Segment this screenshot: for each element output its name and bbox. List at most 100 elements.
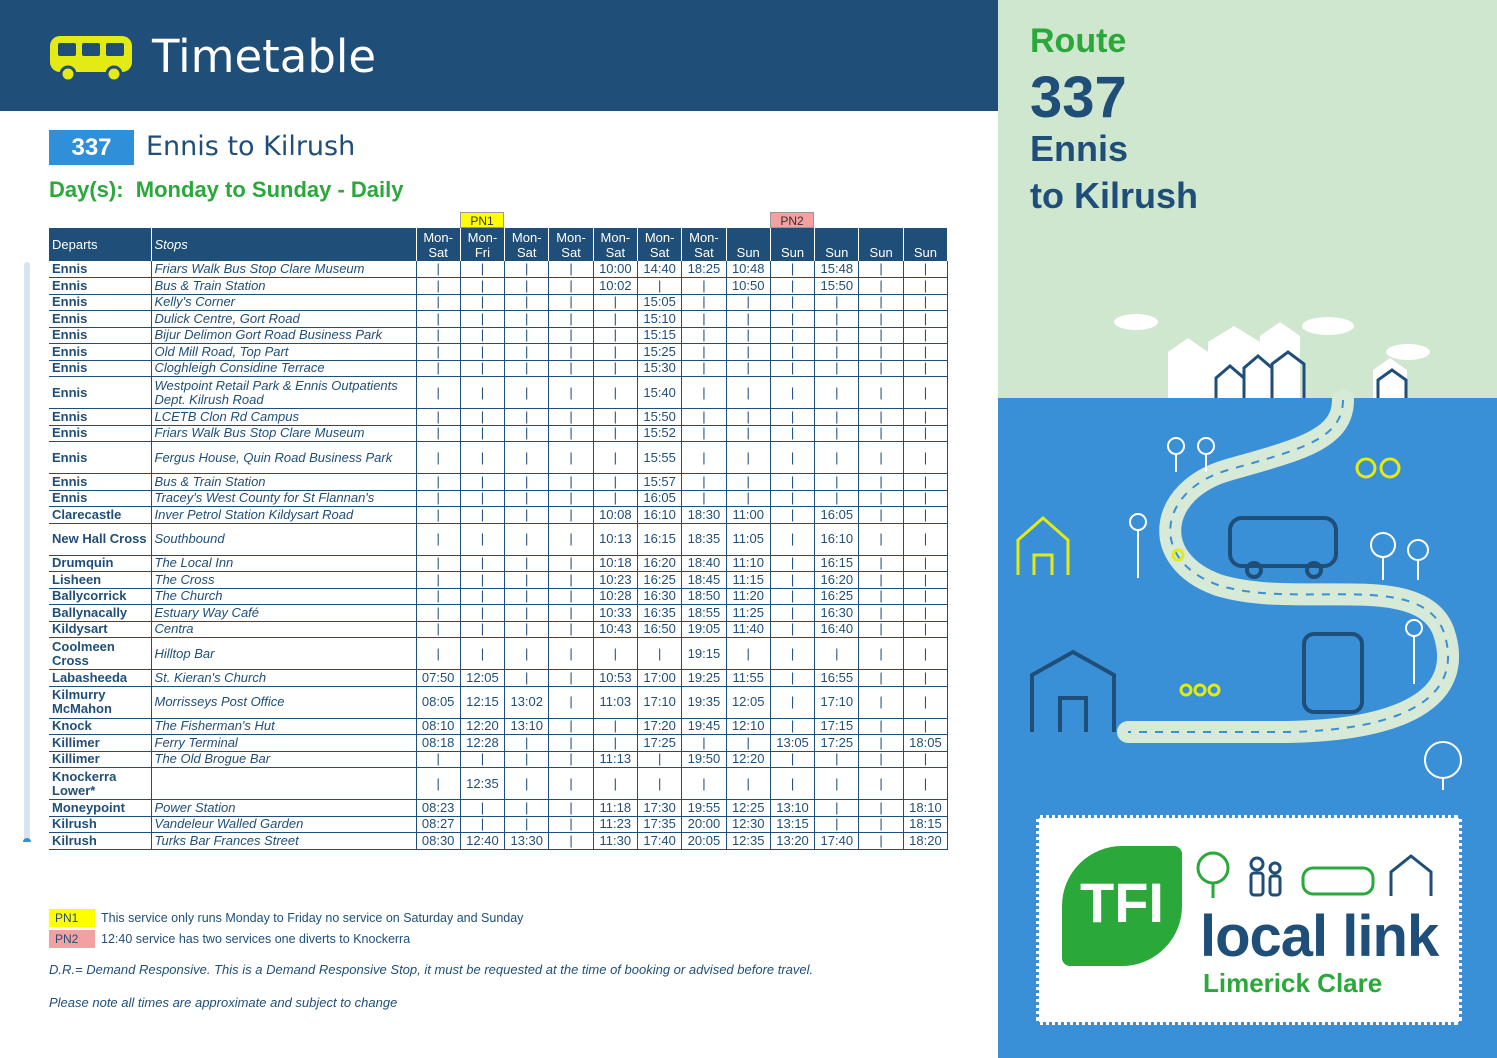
time-cell: | xyxy=(460,555,506,572)
time-cell: | xyxy=(681,767,727,800)
route-illustration xyxy=(1016,314,1462,790)
table-row: Kildysart Centra | | | | 10:43 16:50 19:05 11:40 |… xyxy=(49,621,949,638)
departs-cell: Ennis xyxy=(49,441,152,474)
time-cell: | xyxy=(460,425,506,442)
local-link-region: Limerick Clare xyxy=(1203,968,1383,998)
day-column-header: Sun xyxy=(814,228,860,261)
time-cell: 08:18 xyxy=(416,734,461,752)
table-row: Ballynacally Estuary Way Café | | | | 10:33 16:… xyxy=(49,604,949,622)
time-cell: | xyxy=(637,637,683,670)
departs-cell: Ennis xyxy=(49,327,152,344)
time-cell: 08:05 xyxy=(416,686,461,719)
day-column-header-line2: Sat xyxy=(605,244,626,260)
departs-cell: Kilrush xyxy=(49,832,152,850)
time-cell: | xyxy=(504,294,550,311)
time-cell: | xyxy=(858,408,904,426)
time-cell: 17:10 xyxy=(814,686,860,719)
time-cell: | xyxy=(681,376,727,409)
stop-cell xyxy=(151,767,417,800)
time-cell: | xyxy=(903,669,949,687)
time-cell: 16:40 xyxy=(814,621,860,638)
departs-cell: Moneypoint xyxy=(49,799,152,817)
time-cell: 16:20 xyxy=(637,555,683,572)
time-cell: 16:35 xyxy=(637,604,683,622)
time-cell: | xyxy=(548,327,594,344)
time-cell: 16:50 xyxy=(637,621,683,638)
stop-cell: Westpoint Retail Park & Ennis Outpatient… xyxy=(151,376,417,409)
time-cell: | xyxy=(858,734,904,752)
time-cell: | xyxy=(726,637,771,670)
timetable: Departs Stops Mon- Sat Mon- Fri Mon- Sat Mon- S… xyxy=(49,228,949,850)
time-cell: | xyxy=(726,490,771,507)
time-cell: 13:10 xyxy=(504,718,550,735)
time-cell: | xyxy=(593,637,638,670)
departs-cell: Ennis xyxy=(49,408,152,426)
day-column-header-line1: Mon- xyxy=(556,229,586,245)
time-cell: | xyxy=(504,767,550,800)
time-cell: | xyxy=(726,441,771,474)
stop-cell: The Fisherman's Hut xyxy=(151,718,417,735)
time-cell: 16:55 xyxy=(814,669,860,687)
time-cell: | xyxy=(770,669,816,687)
time-cell: | xyxy=(504,604,550,622)
time-cell: | xyxy=(858,376,904,409)
time-cell: | xyxy=(770,506,816,524)
time-cell: 14:40 xyxy=(637,261,683,278)
time-cell: | xyxy=(770,555,816,572)
time-cell: 08:30 xyxy=(416,832,461,850)
time-cell: | xyxy=(858,832,904,850)
table-row: Ennis LCETB Clon Rd Campus | | | | | 15:50 | | | | |… xyxy=(49,408,949,426)
table-row: Ennis Old Mill Road, Top Part | | | | | 15:25 | |… xyxy=(49,343,949,361)
time-cell: | xyxy=(726,343,771,361)
time-cell: 15:40 xyxy=(637,376,683,409)
time-cell: | xyxy=(858,441,904,474)
time-cell: | xyxy=(548,588,594,605)
time-cell: | xyxy=(903,327,949,344)
time-cell: | xyxy=(548,473,594,491)
time-cell: | xyxy=(504,734,550,752)
route-progress-rail xyxy=(23,262,31,842)
time-cell: | xyxy=(593,310,638,328)
side-route-from: Ennis xyxy=(1030,128,1129,169)
time-cell: | xyxy=(593,441,638,474)
time-cell: | xyxy=(548,718,594,735)
time-cell: 13:30 xyxy=(504,832,550,850)
time-cell: 15:50 xyxy=(637,408,683,426)
time-cell: | xyxy=(858,261,904,278)
time-cell: | xyxy=(681,425,727,442)
time-cell: | xyxy=(416,294,461,311)
time-cell: | xyxy=(770,473,816,491)
time-cell: | xyxy=(504,669,550,687)
time-cell: 16:25 xyxy=(814,588,860,605)
stop-cell: The Local Inn xyxy=(151,555,417,572)
time-cell: | xyxy=(593,473,638,491)
stop-cell: Morrisseys Post Office xyxy=(151,686,417,719)
time-cell: | xyxy=(903,718,949,735)
time-cell: 08:23 xyxy=(416,799,461,817)
stop-cell: Ferry Terminal xyxy=(151,734,417,752)
time-cell: | xyxy=(416,277,461,295)
time-cell: | xyxy=(726,294,771,311)
table-row: Killimer The Old Brogue Bar | | | | 11:13 | 19:5… xyxy=(49,751,949,768)
time-cell: 12:10 xyxy=(726,718,771,735)
table-row: Ennis Cloghleigh Considine Terrace | | | | | 15… xyxy=(49,360,949,377)
time-cell: | xyxy=(504,799,550,817)
time-cell: | xyxy=(460,490,506,507)
table-row: Ennis Bus & Train Station | | | | 10:02 | | 10:50… xyxy=(49,277,949,295)
time-cell: 18:55 xyxy=(681,604,727,622)
time-cell: | xyxy=(770,261,816,278)
time-cell: 17:00 xyxy=(637,669,683,687)
departs-cell: Kilrush xyxy=(49,816,152,833)
time-cell: | xyxy=(637,277,683,295)
pn1-badge: PN1 xyxy=(460,212,504,228)
time-cell: | xyxy=(548,637,594,670)
time-cell: | xyxy=(814,799,860,817)
time-cell: 18:25 xyxy=(681,261,727,278)
time-cell: | xyxy=(593,767,638,800)
time-cell: | xyxy=(681,343,727,361)
table-row: Killimer Ferry Terminal 08:18 12:28 | | | 17:25… xyxy=(49,734,949,752)
time-cell: | xyxy=(814,343,860,361)
time-cell: | xyxy=(726,425,771,442)
day-column-header-line1: Mon- xyxy=(689,229,719,245)
time-cell: | xyxy=(814,816,860,833)
